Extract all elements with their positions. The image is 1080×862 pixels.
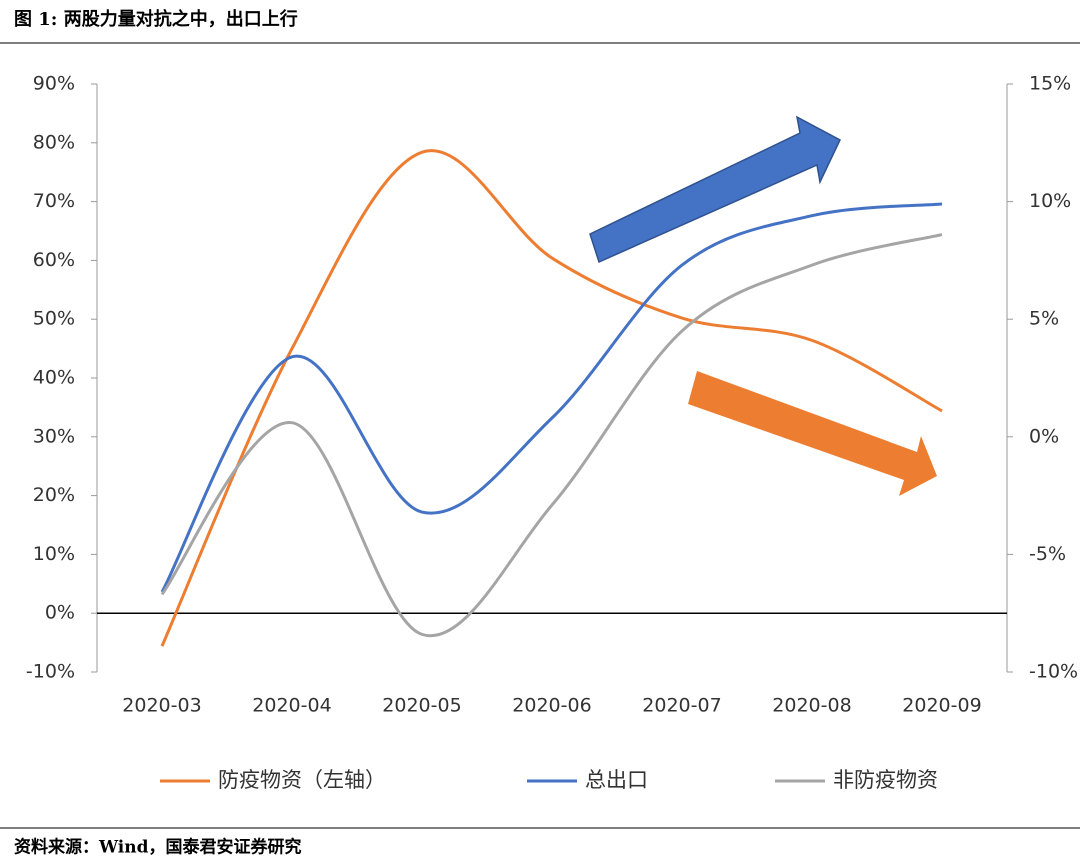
x-tick-label: 2020-07 — [642, 695, 721, 717]
chart-title: 图 1: 两股力量对抗之中，出口上行 — [14, 8, 298, 30]
y-tick-label: 70% — [33, 190, 75, 212]
series-line — [160, 149, 943, 647]
y2-tick-label: -10% — [1029, 661, 1078, 683]
y-tick-label: 30% — [33, 425, 75, 447]
down-arrow — [688, 371, 937, 496]
x-tick-label: 2020-08 — [772, 695, 851, 717]
legend-label: 非防疫物资 — [833, 768, 938, 792]
up-arrow — [589, 115, 841, 264]
y2-tick-label: -5% — [1029, 543, 1066, 565]
y-tick-label: 50% — [33, 308, 75, 330]
y-tick-label: -10% — [26, 661, 75, 683]
y2-tick-label: 0% — [1029, 425, 1059, 447]
x-tick-label: 2020-05 — [382, 695, 461, 717]
x-tick-label: 2020-06 — [512, 695, 591, 717]
y2-tick-label: 15% — [1029, 73, 1071, 95]
series-line — [160, 202, 943, 593]
x-tick-label: 2020-04 — [252, 695, 331, 717]
y-tick-label: 10% — [33, 543, 75, 565]
series-line — [160, 233, 943, 638]
x-tick-label: 2020-09 — [902, 695, 981, 717]
x-tick-label: 2020-03 — [122, 695, 201, 717]
y-tick-label: 80% — [33, 131, 75, 153]
y-tick-label: 60% — [33, 249, 75, 271]
y-tick-label: 90% — [33, 73, 75, 95]
legend-label: 总出口 — [585, 768, 648, 792]
y-tick-label: 0% — [45, 602, 75, 624]
y2-tick-label: 5% — [1029, 308, 1059, 330]
y-tick-label: 20% — [33, 484, 75, 506]
y-tick-label: 40% — [33, 367, 75, 389]
y2-tick-label: 10% — [1029, 190, 1071, 212]
source-note: 资料来源：Wind，国泰君安证券研究 — [14, 837, 302, 858]
legend-label: 防疫物资（左轴） — [218, 768, 386, 792]
